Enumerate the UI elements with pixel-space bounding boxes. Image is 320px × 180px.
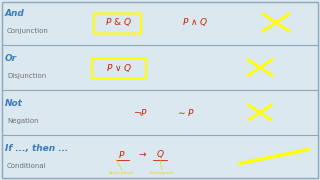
Text: $\it{P}$: $\it{P}$ — [118, 149, 126, 160]
Text: Conjunction: Conjunction — [7, 28, 49, 34]
Text: If ..., then ...: If ..., then ... — [5, 144, 68, 153]
Text: Negation: Negation — [7, 118, 39, 124]
Text: And: And — [5, 9, 25, 18]
Text: Conditional: Conditional — [7, 163, 47, 169]
Text: Consequent: Consequent — [149, 171, 175, 175]
Text: $\it{P}$ & $\it{Q}$: $\it{P}$ & $\it{Q}$ — [105, 17, 132, 28]
Text: Not: Not — [5, 99, 23, 108]
Text: Antecedent: Antecedent — [109, 171, 135, 175]
Text: Disjunction: Disjunction — [7, 73, 46, 79]
Text: Or: Or — [5, 54, 17, 63]
Text: $\it{P}$ $\vee$ $\it{Q}$: $\it{P}$ $\vee$ $\it{Q}$ — [106, 62, 132, 73]
Text: $\sim$$\it{P}$: $\sim$$\it{P}$ — [176, 107, 194, 118]
Text: $\rightarrow$: $\rightarrow$ — [137, 150, 148, 159]
Text: $\it{Q}$: $\it{Q}$ — [156, 148, 164, 161]
Text: $\it{P}$ $\wedge$ $\it{Q}$: $\it{P}$ $\wedge$ $\it{Q}$ — [182, 17, 208, 28]
Text: $\neg$$\it{P}$: $\neg$$\it{P}$ — [132, 107, 148, 118]
